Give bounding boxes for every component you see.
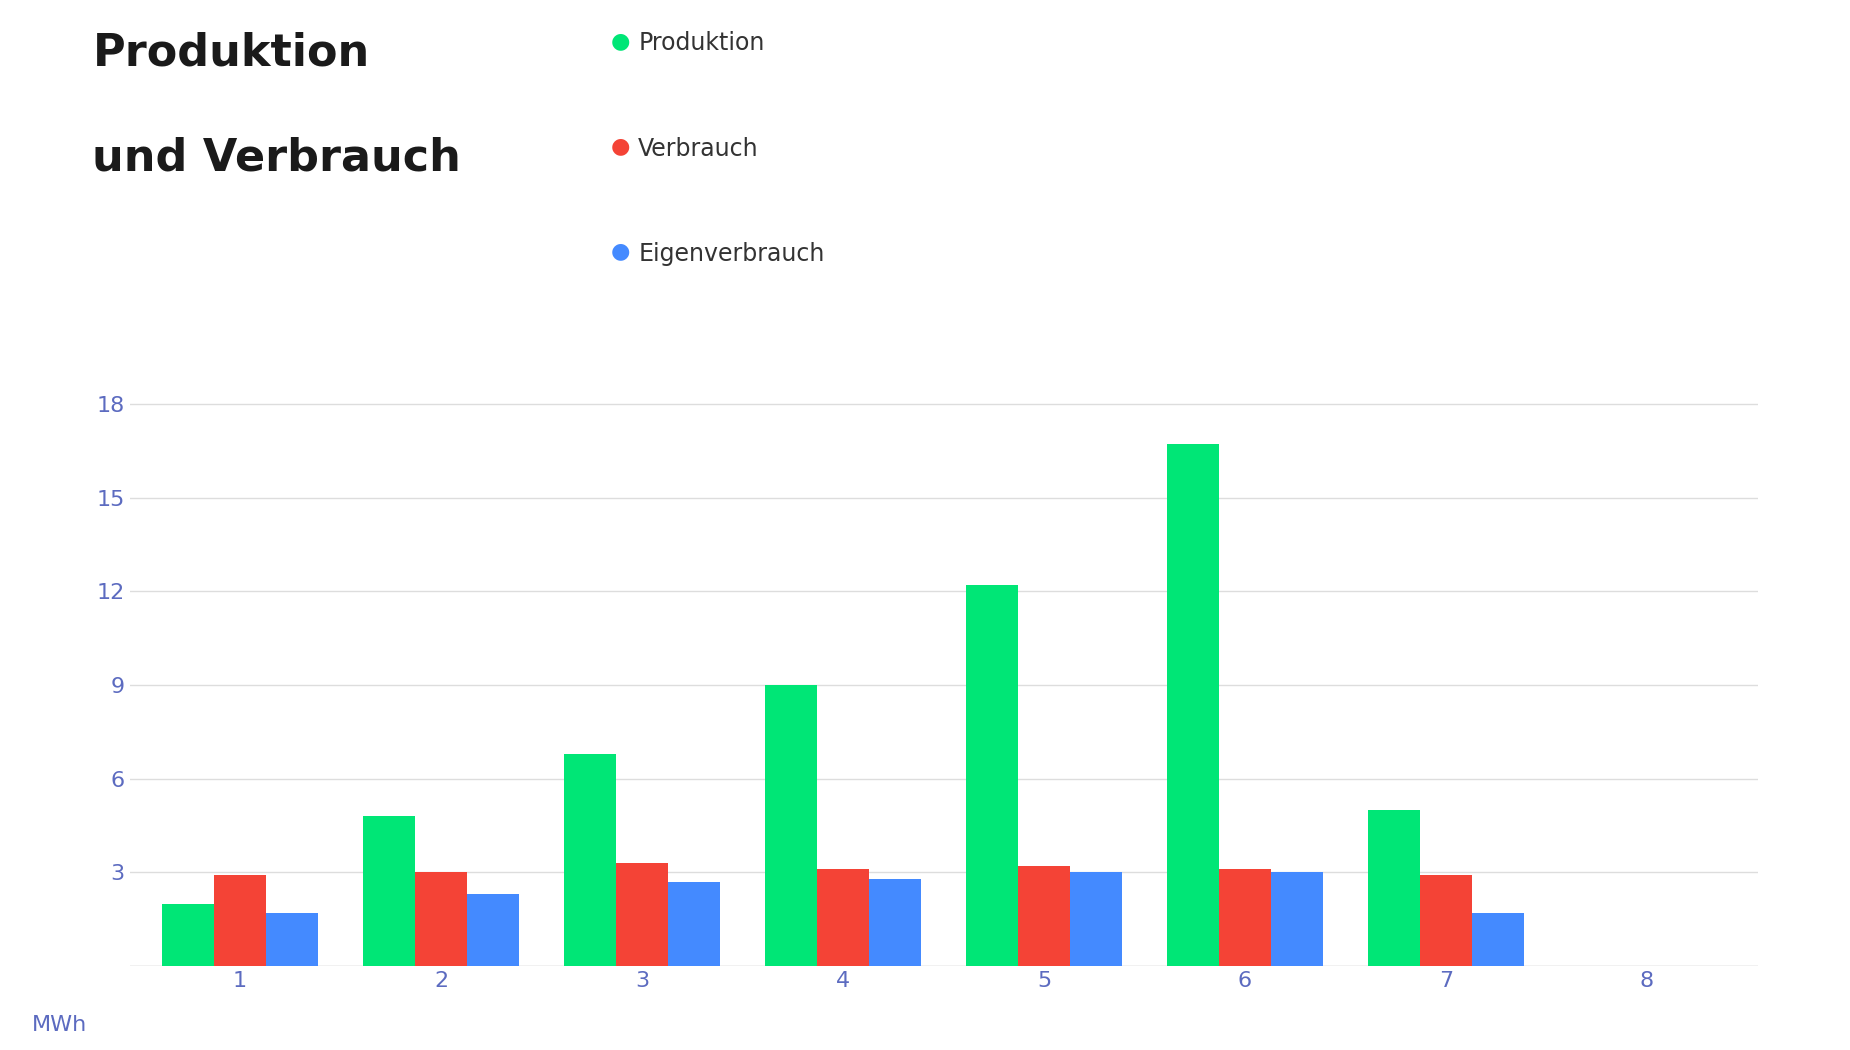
Bar	[363, 816, 414, 966]
Text: ●: ●	[610, 242, 629, 261]
Text: ●: ●	[610, 136, 629, 156]
Text: ●: ●	[610, 32, 629, 51]
Bar	[1069, 873, 1123, 966]
Bar	[1018, 866, 1069, 966]
Bar	[1419, 876, 1473, 966]
Bar	[966, 585, 1018, 966]
Bar	[1473, 912, 1524, 966]
Bar	[215, 876, 266, 966]
Bar	[616, 863, 668, 966]
Text: MWh: MWh	[31, 1014, 87, 1034]
Bar	[1167, 444, 1219, 966]
Bar	[1219, 869, 1271, 966]
Text: Verbrauch: Verbrauch	[638, 136, 758, 161]
Bar	[564, 754, 616, 966]
Text: Produktion: Produktion	[638, 32, 764, 56]
Bar	[1271, 873, 1323, 966]
Bar	[161, 904, 215, 966]
Bar	[414, 873, 468, 966]
Bar	[764, 685, 818, 966]
Text: Produktion: Produktion	[92, 32, 370, 75]
Bar	[668, 882, 720, 966]
Bar	[818, 869, 870, 966]
Bar	[468, 895, 520, 966]
Text: und Verbrauch: und Verbrauch	[92, 136, 461, 180]
Bar	[1367, 810, 1419, 966]
Bar	[870, 879, 921, 966]
Bar	[266, 912, 318, 966]
Text: Eigenverbrauch: Eigenverbrauch	[638, 242, 825, 266]
